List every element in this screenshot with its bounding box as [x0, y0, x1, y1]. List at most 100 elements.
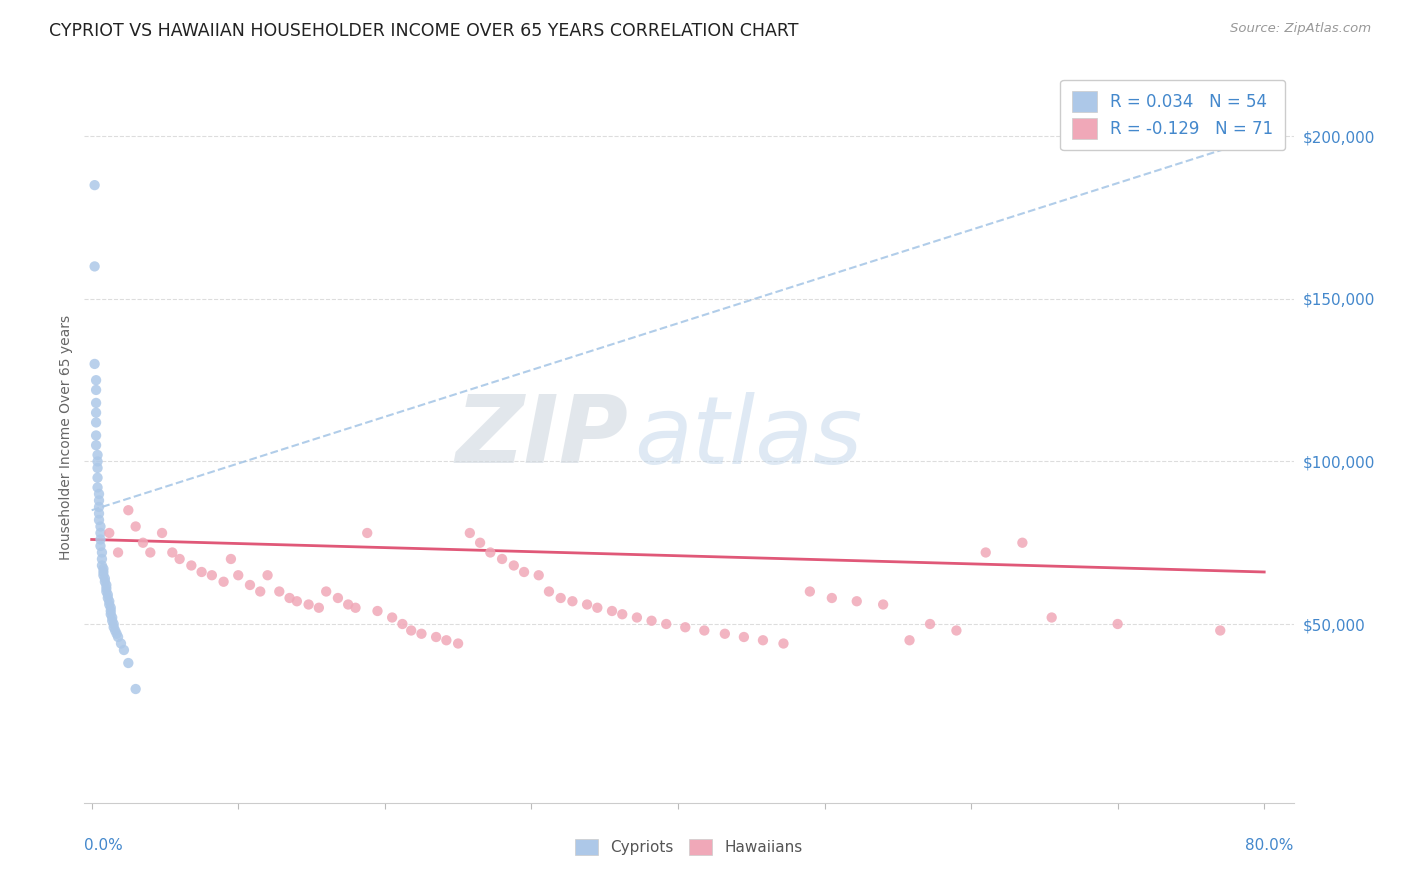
- Point: [586, 600, 609, 615]
- Point: [104, 624, 127, 638]
- Point: [285, 594, 308, 608]
- Point: [86, 480, 108, 494]
- Point: [673, 620, 696, 634]
- Point: [399, 624, 422, 638]
- Point: [269, 584, 291, 599]
- Point: [180, 558, 202, 573]
- Point: [89, 519, 111, 533]
- Point: [103, 617, 125, 632]
- Point: [366, 604, 388, 618]
- Point: [226, 568, 249, 582]
- Point: [190, 565, 212, 579]
- Point: [655, 617, 678, 632]
- Point: [479, 545, 502, 559]
- Y-axis label: Householder Income Over 65 years: Householder Income Over 65 years: [59, 315, 73, 559]
- Point: [139, 545, 162, 559]
- Point: [447, 636, 470, 650]
- Point: [381, 610, 404, 624]
- Text: Source: ZipAtlas.com: Source: ZipAtlas.com: [1230, 22, 1371, 36]
- Point: [110, 636, 132, 650]
- Point: [112, 643, 135, 657]
- Point: [87, 507, 110, 521]
- Point: [799, 584, 821, 599]
- Point: [84, 416, 107, 430]
- Point: [86, 471, 108, 485]
- Point: [356, 526, 378, 541]
- Point: [117, 656, 139, 670]
- Text: 0.0%: 0.0%: [84, 838, 124, 854]
- Point: [714, 626, 737, 640]
- Text: ZIP: ZIP: [456, 391, 628, 483]
- Point: [308, 600, 330, 615]
- Text: 80.0%: 80.0%: [1246, 838, 1294, 854]
- Point: [87, 487, 110, 501]
- Point: [89, 539, 111, 553]
- Point: [425, 630, 447, 644]
- Point: [107, 630, 129, 644]
- Point: [84, 396, 107, 410]
- Point: [84, 438, 107, 452]
- Point: [87, 493, 110, 508]
- Point: [239, 578, 262, 592]
- Point: [83, 178, 105, 193]
- Point: [297, 598, 319, 612]
- Point: [752, 633, 775, 648]
- Point: [132, 535, 155, 549]
- Point: [96, 581, 118, 595]
- Point: [103, 620, 125, 634]
- Text: atlas: atlas: [634, 392, 863, 483]
- Point: [93, 565, 115, 579]
- Point: [93, 568, 115, 582]
- Point: [201, 568, 224, 582]
- Point: [124, 681, 146, 696]
- Point: [945, 624, 967, 638]
- Point: [97, 591, 120, 605]
- Point: [626, 610, 648, 624]
- Point: [98, 526, 121, 541]
- Point: [100, 604, 122, 618]
- Point: [733, 630, 755, 644]
- Point: [612, 607, 634, 622]
- Point: [256, 568, 278, 582]
- Point: [491, 552, 513, 566]
- Point: [513, 565, 536, 579]
- Point: [84, 406, 107, 420]
- Point: [97, 588, 120, 602]
- Point: [693, 624, 716, 638]
- Point: [91, 558, 114, 573]
- Point: [527, 568, 550, 582]
- Point: [96, 578, 118, 592]
- Point: [86, 448, 108, 462]
- Point: [117, 503, 139, 517]
- Point: [94, 572, 117, 586]
- Point: [169, 552, 191, 566]
- Point: [91, 552, 114, 566]
- Point: [91, 545, 114, 559]
- Point: [918, 617, 941, 632]
- Point: [87, 500, 110, 514]
- Point: [219, 552, 242, 566]
- Point: [640, 614, 662, 628]
- Point: [1040, 610, 1063, 624]
- Point: [124, 519, 146, 533]
- Point: [576, 598, 599, 612]
- Point: [249, 584, 271, 599]
- Point: [278, 591, 301, 605]
- Point: [537, 584, 560, 599]
- Point: [772, 636, 794, 650]
- Point: [337, 598, 360, 612]
- Point: [411, 626, 433, 640]
- Point: [391, 617, 413, 632]
- Point: [344, 600, 367, 615]
- Point: [100, 600, 122, 615]
- Point: [98, 598, 121, 612]
- Point: [434, 633, 457, 648]
- Point: [458, 526, 481, 541]
- Point: [84, 428, 107, 442]
- Legend: Cypriots, Hawaiians: Cypriots, Hawaiians: [569, 833, 808, 861]
- Point: [86, 461, 108, 475]
- Point: [84, 373, 107, 387]
- Point: [84, 383, 107, 397]
- Point: [468, 535, 491, 549]
- Point: [96, 584, 118, 599]
